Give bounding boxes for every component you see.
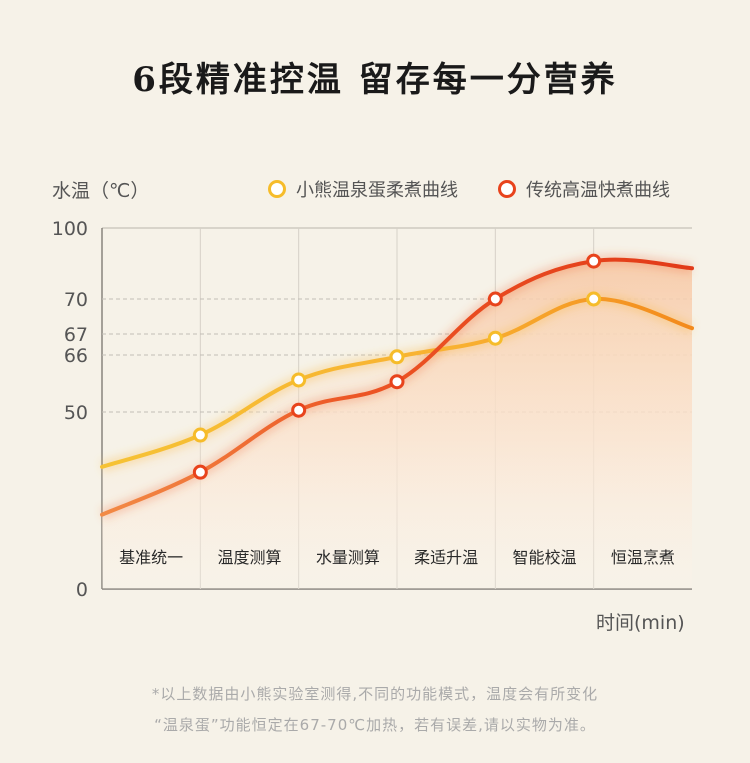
- y-tick-label-0: 0: [76, 579, 88, 601]
- area-fill-gentle: [102, 298, 692, 589]
- x-axis-label: 时间(min): [596, 612, 685, 634]
- footnote-line-2: “温泉蛋”功能恒定在67-70℃加热，若有误差,请以实物为准。: [154, 716, 596, 734]
- marker-traditional-5: [586, 253, 602, 269]
- marker-gentle-3: [389, 349, 405, 365]
- category-label-4: 柔适升温: [414, 548, 478, 567]
- footnote-line-1: *以上数据由小熊实验室测得,不同的功能模式，温度会有所变化: [151, 685, 599, 703]
- legend-marker-gentle-icon: [268, 180, 286, 198]
- marker-traditional-4: [487, 291, 503, 307]
- y-tick-label-67: 67: [64, 324, 88, 346]
- marker-gentle-4: [487, 330, 503, 346]
- y-tick-label-70: 70: [64, 289, 88, 311]
- y-tick-label-100: 100: [52, 218, 88, 240]
- y-tick-label-66: 66: [64, 345, 88, 367]
- category-label-6: 恒温烹煮: [611, 548, 675, 567]
- marker-gentle-1: [192, 427, 208, 443]
- legend-item-gentle: 小熊温泉蛋柔煮曲线: [268, 176, 458, 202]
- y-tick-label-50: 50: [64, 402, 88, 424]
- category-label-2: 温度测算: [217, 548, 281, 567]
- legend-marker-traditional-icon: [498, 180, 516, 198]
- legend-label-traditional: 传统高温快煮曲线: [526, 180, 670, 201]
- y-axis-label: 水温（℃）: [52, 180, 150, 202]
- marker-traditional-3: [389, 374, 405, 390]
- category-label-5: 智能校温: [512, 548, 576, 567]
- category-label-1: 基准统一: [119, 548, 183, 567]
- legend-item-traditional: 传统高温快煮曲线: [498, 176, 670, 202]
- page-title: 6段精准控温 留存每一分营养: [132, 60, 618, 100]
- legend-label-gentle: 小熊温泉蛋柔煮曲线: [296, 180, 458, 201]
- marker-gentle-5: [586, 291, 602, 307]
- marker-gentle-2: [291, 372, 307, 388]
- marker-traditional-1: [192, 464, 208, 480]
- marker-traditional-2: [291, 402, 307, 418]
- category-label-3: 水量测算: [316, 548, 380, 567]
